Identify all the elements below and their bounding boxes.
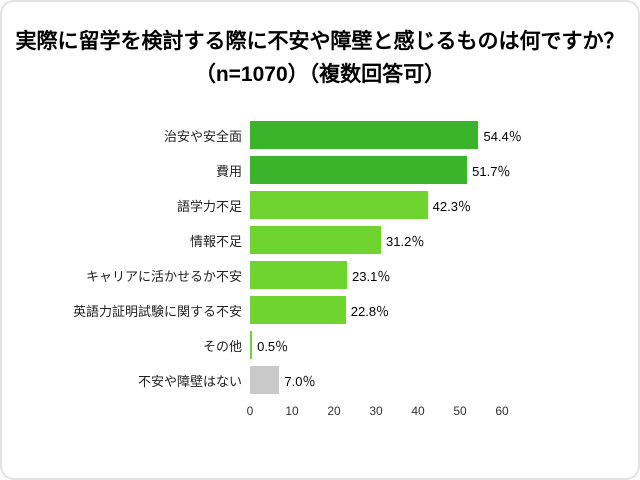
bar xyxy=(250,296,346,325)
category-label: 費用 xyxy=(215,163,242,179)
x-axis: 0 10 20 30 40 50 60 xyxy=(246,402,509,424)
category-label: キャリアに活かせるか不安 xyxy=(85,268,242,284)
value-label: 31.2％ xyxy=(386,233,425,249)
x-tick-label: 30 xyxy=(369,404,383,419)
x-tick-label: 20 xyxy=(327,404,341,419)
chart-title-line1: 実際に留学を検討する際に不安や障壁と感じるものは何ですか？ xyxy=(15,30,625,53)
bar xyxy=(250,331,253,360)
x-tick-label: 60 xyxy=(495,404,509,419)
bar xyxy=(250,226,382,255)
bar xyxy=(250,121,479,150)
bar xyxy=(250,366,280,395)
chart-row: 情報不足 31.2％ xyxy=(2,226,638,255)
x-tick-label: 50 xyxy=(453,404,467,419)
bar xyxy=(250,261,348,290)
value-label: 51.7％ xyxy=(472,163,511,179)
chart-row: 治安や安全面 54.4％ xyxy=(2,121,638,150)
bar-track: 22.8％ xyxy=(250,296,390,325)
bar-track: 7.0％ xyxy=(250,366,316,395)
category-label: 語学力不足 xyxy=(176,198,242,214)
bar xyxy=(250,156,468,185)
bar-chart: 治安や安全面 54.4％ 費用 51.7％ 語学力不足 42.3％ 情報不足 31.2％ キャリ… xyxy=(2,121,638,424)
category-label: 情報不足 xyxy=(189,233,242,249)
x-tick-label: 10 xyxy=(285,404,299,419)
bar-track: 23.1％ xyxy=(250,261,391,290)
chart-title-line2: （n=1070）（複数回答可） xyxy=(194,62,446,86)
chart-rows: 治安や安全面 54.4％ 費用 51.7％ 語学力不足 42.3％ 情報不足 31.2％ キャリ… xyxy=(2,121,638,395)
value-label: 23.1％ xyxy=(352,268,391,284)
value-label: 22.8％ xyxy=(350,303,390,319)
value-label: 54.4％ xyxy=(483,128,522,144)
chart-row: 英語力証明試験に関する不安 22.8％ xyxy=(2,296,638,325)
category-label: 英語力証明試験に関する不安 xyxy=(72,303,242,319)
category-label: 不安や障壁はない xyxy=(137,373,242,389)
chart-row: キャリアに活かせるか不安 23.1％ xyxy=(2,261,638,290)
category-label: その他 xyxy=(202,338,242,354)
chart-title: 実際に留学を検討する際に不安や障壁と感じるものは何ですか？ （n=1070）（複… xyxy=(2,26,638,91)
bar-track: 42.3％ xyxy=(250,191,471,220)
chart-row: その他 0.5％ xyxy=(2,331,638,360)
bar-track: 0.5％ xyxy=(250,331,289,360)
chart-row: 不安や障壁はない 7.0％ xyxy=(2,366,638,395)
bar-track: 31.2％ xyxy=(250,226,425,255)
category-label: 治安や安全面 xyxy=(163,128,242,144)
chart-row: 費用 51.7％ xyxy=(2,156,638,185)
bar-track: 54.4％ xyxy=(250,121,522,150)
bar-track: 51.7％ xyxy=(250,156,511,185)
value-label: 42.3％ xyxy=(432,198,471,214)
x-tick-label: 0 xyxy=(246,404,254,419)
value-label: 7.0％ xyxy=(284,373,316,389)
x-tick-label: 40 xyxy=(411,404,425,419)
chart-row: 語学力不足 42.3％ xyxy=(2,191,638,220)
bar xyxy=(250,191,428,220)
value-label: 0.5％ xyxy=(257,338,289,354)
